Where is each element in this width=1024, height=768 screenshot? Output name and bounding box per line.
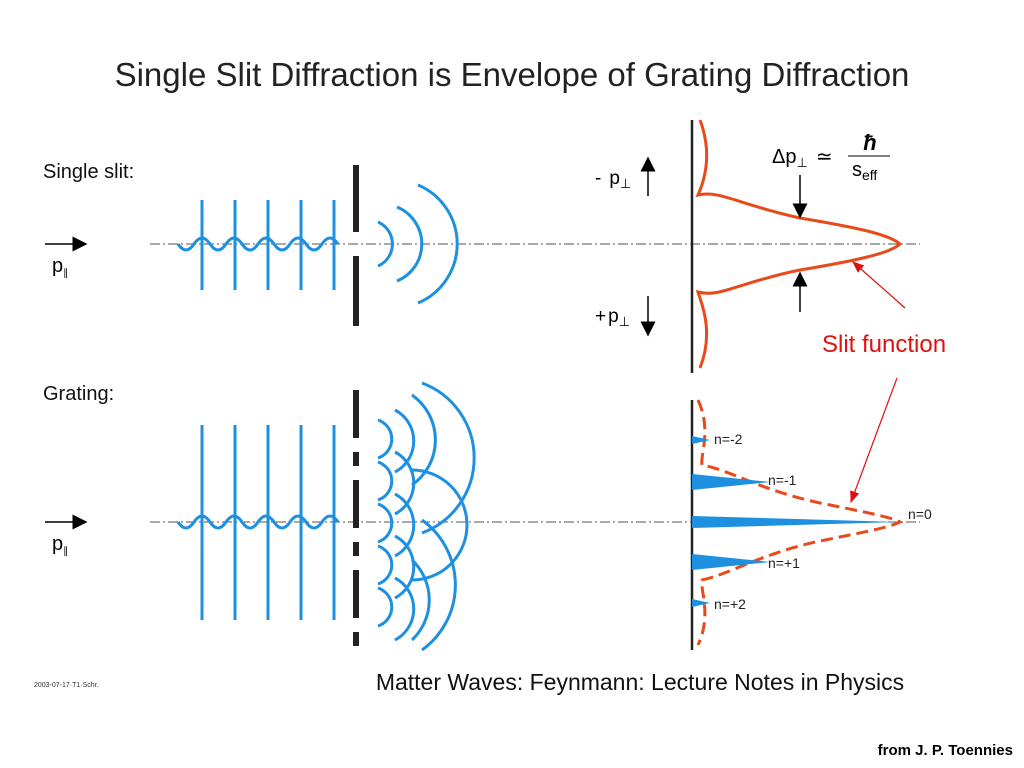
order-label: n=-2 <box>714 431 743 447</box>
section-label: Single slit: <box>43 161 134 183</box>
order-label: n=0 <box>908 506 932 522</box>
slit-function-label: Slit function <box>822 331 946 358</box>
momentum-label: p∥ <box>52 533 68 557</box>
transverse-label: - p⊥ <box>595 168 631 191</box>
slit-wall <box>353 256 359 326</box>
credit: from J. P. Toennies <box>878 742 1013 759</box>
date-code: 2003-07-17·T1·Schr. <box>34 682 99 689</box>
title: Single Slit Diffraction is Envelope of G… <box>115 56 910 93</box>
formula-left: Δp⊥ ≃ <box>772 146 833 170</box>
transverse-label: + p⊥ <box>595 306 630 329</box>
momentum-label: p∥ <box>52 255 68 279</box>
order-label: n=+1 <box>768 555 800 571</box>
pointer <box>852 261 906 309</box>
order-label: n=+2 <box>714 596 746 612</box>
wavefronts <box>176 183 459 305</box>
formula-denominator: seff <box>852 159 877 183</box>
section-label: Grating: <box>43 383 114 405</box>
order-label: n=-1 <box>768 472 797 488</box>
slit-function-curve <box>695 119 903 369</box>
caption: Matter Waves: Feynmann: Lecture Notes in… <box>376 669 904 695</box>
formula-numerator: ħ <box>863 130 876 155</box>
diffraction-peaks <box>692 436 900 607</box>
pointer <box>850 377 898 504</box>
slit-wall <box>353 165 359 232</box>
wavefronts <box>176 381 476 652</box>
